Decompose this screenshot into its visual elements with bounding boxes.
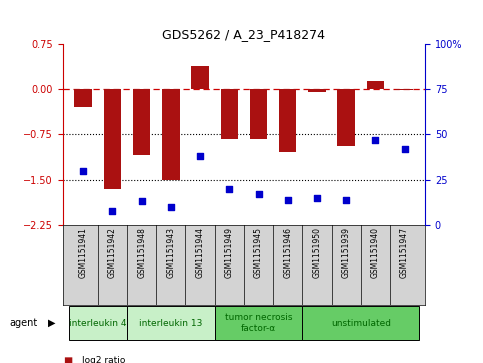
- Text: GSM1151947: GSM1151947: [400, 228, 409, 278]
- Text: GSM1151942: GSM1151942: [108, 228, 117, 278]
- Point: [167, 204, 175, 210]
- Point: [226, 186, 233, 192]
- Point: [313, 195, 321, 201]
- Bar: [250, 89, 267, 139]
- Bar: [104, 89, 121, 189]
- Text: GSM1151939: GSM1151939: [341, 228, 351, 278]
- Text: GSM1151946: GSM1151946: [283, 228, 292, 278]
- Bar: [69, 306, 127, 340]
- Text: GSM1151945: GSM1151945: [254, 228, 263, 278]
- Bar: [191, 66, 209, 89]
- Point: [138, 199, 145, 204]
- Text: GSM1151941: GSM1151941: [79, 228, 88, 278]
- Text: GSM1151943: GSM1151943: [166, 228, 175, 278]
- Point: [342, 197, 350, 203]
- Point: [401, 146, 409, 152]
- Text: GSM1151940: GSM1151940: [371, 228, 380, 278]
- Text: GSM1151944: GSM1151944: [196, 228, 205, 278]
- Text: log2 ratio: log2 ratio: [82, 356, 126, 363]
- Point: [371, 137, 379, 143]
- Point: [79, 168, 87, 174]
- Bar: [308, 89, 326, 92]
- Bar: [367, 81, 384, 89]
- Text: tumor necrosis
factor-α: tumor necrosis factor-α: [225, 313, 292, 333]
- Text: GSM1151950: GSM1151950: [313, 228, 322, 278]
- Point: [255, 191, 262, 197]
- Bar: [338, 89, 355, 146]
- Point: [109, 208, 116, 213]
- Bar: [279, 89, 297, 152]
- Point: [284, 197, 292, 203]
- Text: GSM1151949: GSM1151949: [225, 228, 234, 278]
- Title: GDS5262 / A_23_P418274: GDS5262 / A_23_P418274: [162, 28, 326, 41]
- Text: ▶: ▶: [48, 318, 56, 328]
- Bar: [162, 89, 180, 180]
- Text: unstimulated: unstimulated: [331, 319, 391, 327]
- Bar: [74, 89, 92, 107]
- Text: GSM1151948: GSM1151948: [137, 228, 146, 278]
- Bar: [221, 89, 238, 139]
- Bar: [215, 306, 302, 340]
- Bar: [127, 306, 215, 340]
- Text: interleukin 4: interleukin 4: [69, 319, 127, 327]
- Text: interleukin 13: interleukin 13: [139, 319, 202, 327]
- Bar: [133, 89, 150, 155]
- Bar: [396, 89, 413, 90]
- Point: [196, 153, 204, 159]
- Text: agent: agent: [10, 318, 38, 328]
- Bar: [302, 306, 419, 340]
- Text: ■: ■: [63, 356, 72, 363]
